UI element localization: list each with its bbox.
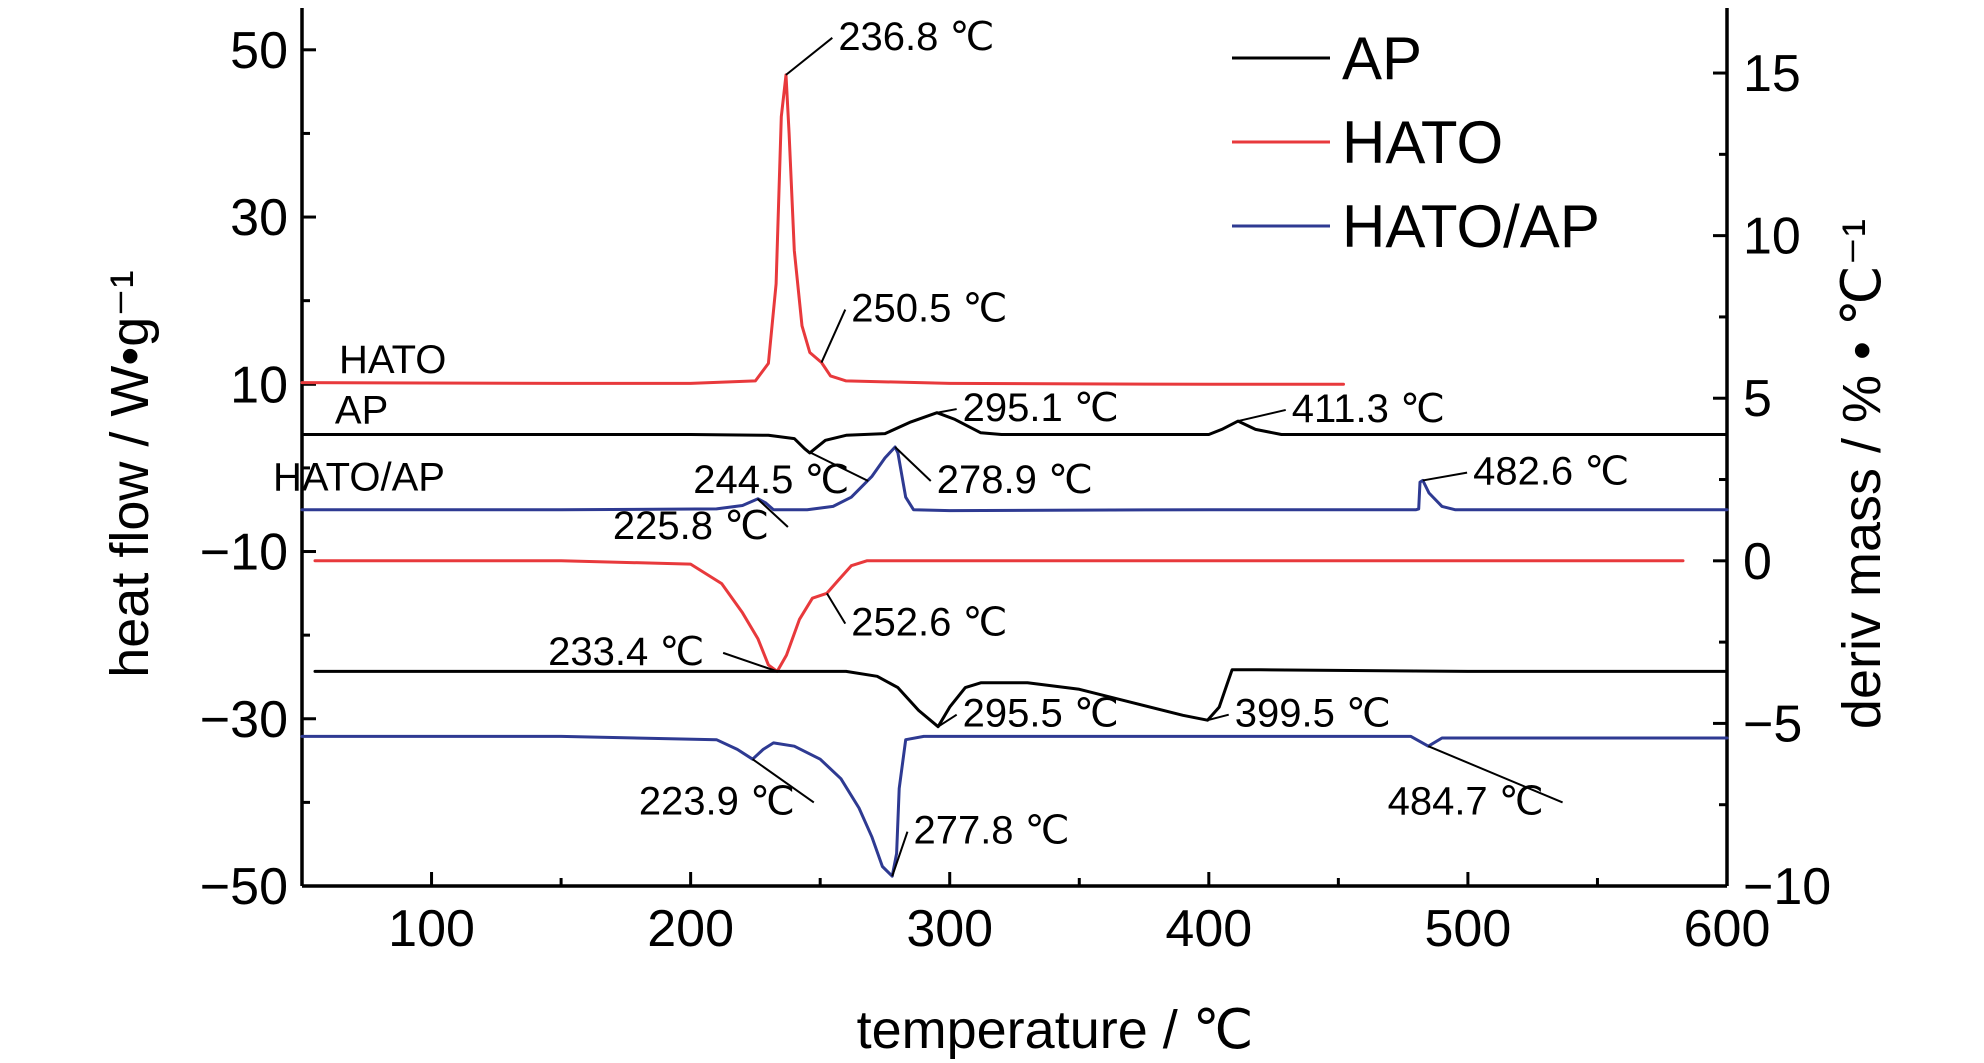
annotation-leader — [1422, 471, 1468, 482]
x-tick-label: 500 — [1425, 900, 1512, 958]
annotation-leader — [785, 37, 833, 76]
x-tick-label: 600 — [1684, 900, 1771, 958]
y-right-tick-label: −10 — [1743, 858, 1831, 916]
series-label: HATO — [339, 338, 446, 382]
annotation-leader — [1237, 408, 1286, 423]
y-right-tick-label: 0 — [1743, 533, 1772, 591]
series-label: AP — [335, 388, 388, 432]
y-left-tick-label: −50 — [200, 858, 288, 916]
peak-annotation: 250.5 ℃ — [851, 287, 1007, 331]
curves-layer: HATO AP HATO/AP — [273, 73, 1729, 878]
y-left-tick-label: 30 — [230, 189, 288, 247]
x-tick-label: 300 — [906, 900, 993, 958]
peak-annotation: 482.6 ℃ — [1473, 450, 1629, 494]
ap-right-curve — [313, 668, 1729, 729]
peak-annotation: 233.4 ℃ — [548, 630, 704, 674]
peak-annotation: 277.8 ℃ — [913, 809, 1069, 853]
peak-annotation: 484.7 ℃ — [1388, 779, 1544, 823]
legend-label: HATO/AP — [1342, 193, 1600, 260]
y-right-tick-label: −5 — [1743, 695, 1802, 753]
annotation-leader — [722, 651, 778, 673]
peak-annotation: 236.8 ℃ — [838, 15, 994, 59]
peak-annotation: 244.5 ℃ — [693, 458, 849, 502]
ap-left-curve — [300, 411, 1729, 455]
annotation-leader — [937, 713, 958, 728]
annotation-leader — [1207, 713, 1229, 722]
annotations-layer: 236.8 ℃ 250.5 ℃ 295.1 ℃ 411.3 ℃ 244.5 ℃ 278.9… — [548, 15, 1629, 877]
y-right-tick-label: 10 — [1743, 208, 1801, 266]
peak-annotation: 411.3 ℃ — [1292, 387, 1445, 431]
y-left-tick-label: −10 — [200, 524, 288, 582]
peak-annotation: 278.9 ℃ — [937, 458, 1093, 502]
x-axis-title: temperature / ℃ — [857, 1000, 1254, 1060]
legend-label: HATO — [1342, 109, 1503, 176]
peak-annotation: 252.6 ℃ — [851, 601, 1007, 645]
y-left-tick-label: −30 — [200, 691, 288, 749]
annotation-leader — [826, 592, 847, 625]
annotation-leader — [936, 408, 957, 414]
peak-annotation: 223.9 ℃ — [639, 779, 795, 823]
y-axis-right-title: deriv mass / % • ℃⁻¹ — [1832, 219, 1892, 729]
y-right-tick-label: 5 — [1743, 370, 1772, 428]
series-label: HATO/AP — [273, 455, 445, 499]
annotation-leader — [894, 446, 932, 482]
annotation-leader — [820, 309, 847, 363]
legend: AP HATO HATO/AP — [1232, 25, 1600, 260]
y-right-tick-label: 15 — [1743, 45, 1801, 103]
y-axis-left-title: heat flow / W•g⁻¹ — [100, 270, 160, 678]
axes-layer: 100 200 300 400 500 600503010−10−30−50151050−… — [200, 8, 1831, 958]
peak-annotation: 225.8 ℃ — [613, 504, 769, 548]
annotation-leader — [1427, 745, 1563, 804]
y-left-tick-label: 10 — [230, 356, 288, 414]
annotation-leader — [805, 449, 869, 482]
hato-right-curve — [313, 559, 1685, 673]
y-left-tick-label: 50 — [230, 22, 288, 80]
x-tick-label: 200 — [647, 900, 734, 958]
annotation-leader — [891, 831, 909, 877]
annotation-leader — [751, 758, 815, 804]
peak-annotation: 295.1 ℃ — [963, 386, 1119, 430]
x-tick-label: 400 — [1165, 900, 1252, 958]
hato-ap-right-curve — [300, 734, 1729, 878]
legend-label: AP — [1342, 25, 1422, 92]
hato-left-curve — [300, 73, 1345, 386]
annotation-leader — [756, 498, 789, 528]
peak-annotation: 295.5 ℃ — [963, 692, 1119, 736]
peak-annotation: 399.5 ℃ — [1235, 692, 1391, 736]
x-tick-label: 100 — [388, 900, 475, 958]
